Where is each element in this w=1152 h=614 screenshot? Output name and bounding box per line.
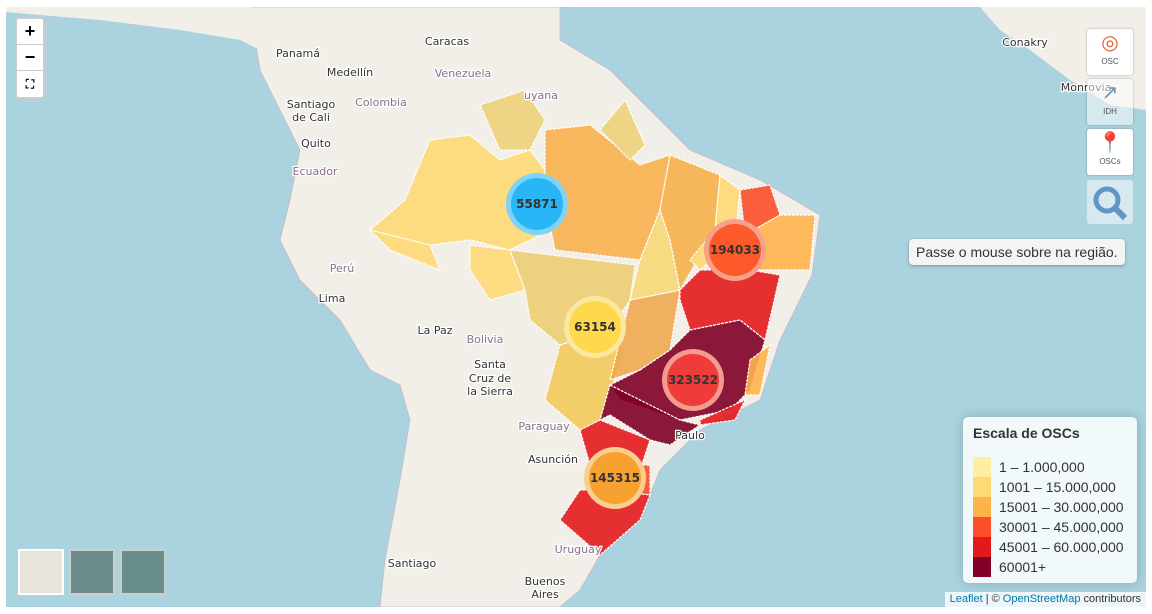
legend-label: 60001+ (999, 559, 1047, 575)
state-region[interactable] (479, 89, 546, 151)
state-region[interactable] (599, 384, 702, 446)
legend-label: 1001 – 15.000,000 (999, 479, 1116, 495)
place-label: Santiago (287, 98, 336, 111)
place-label: Santiago (388, 557, 437, 570)
zoom-control: + − ⛶ (15, 17, 45, 99)
layer-button[interactable]: ◎ OSC (1087, 29, 1133, 75)
place-label: Bolivia (467, 333, 504, 346)
legend-swatch (973, 517, 991, 537)
cluster-marker[interactable] (589, 452, 641, 504)
legend-title: Escala de OSCs (973, 425, 1080, 441)
place-label: Santa (474, 358, 506, 371)
place-label: Perú (330, 262, 355, 275)
legend-item: 1001 – 15.000,000 (973, 477, 1137, 497)
cluster-count: 323522 (668, 373, 718, 387)
place-label: Ecuador (293, 165, 338, 178)
place-label: Lima (319, 292, 346, 305)
layer-icon: 📍 (1097, 132, 1123, 154)
cluster-marker[interactable] (667, 354, 719, 406)
legend-swatch (973, 557, 991, 577)
search-button[interactable] (1087, 180, 1133, 224)
cluster-marker[interactable] (511, 178, 563, 230)
state-region[interactable] (744, 343, 771, 396)
place-label: de Cali (292, 111, 330, 124)
place-label: Caracas (425, 35, 469, 48)
basemap-terrain[interactable] (120, 549, 166, 595)
layer-button-label: OSCs (1099, 157, 1121, 166)
cluster-count: 63154 (574, 320, 616, 334)
place-label: Uruguay (555, 543, 602, 556)
legend-swatch (973, 457, 991, 477)
copyright: © (991, 593, 1000, 605)
place-label: Paraguay (518, 420, 570, 433)
place-label: Aires (531, 588, 559, 601)
search-icon (1093, 186, 1128, 221)
contributors: contributors (1083, 593, 1141, 605)
cluster-count: 145315 (590, 471, 640, 485)
cluster-marker[interactable] (709, 224, 761, 276)
place-label: Quito (301, 137, 331, 150)
osm-link[interactable]: OpenStreetMap (1002, 593, 1081, 605)
legend-swatch (973, 497, 991, 517)
zoom-in-button[interactable]: + (17, 19, 43, 45)
cluster-count: 55871 (516, 197, 558, 211)
place-label: Medellín (327, 66, 373, 79)
place-label: Panamá (276, 47, 320, 60)
zoom-out-button[interactable]: − (17, 45, 43, 71)
state-region[interactable] (368, 134, 551, 251)
layer-button[interactable]: 📍 OSCs (1087, 129, 1133, 175)
legend-label: 30001 – 45.000,000 (999, 519, 1124, 535)
place-label: la Sierra (467, 385, 513, 398)
layer-buttons: ◎ OSC ↗ IDH 📍 OSCs (1087, 29, 1135, 179)
legend-label: 15001 – 30.000,000 (999, 499, 1124, 515)
place-label: Asunción (528, 453, 578, 466)
place-label: Paulo (675, 429, 705, 442)
attribution: Leaflet | © OpenStreetMap contributors (944, 592, 1146, 607)
basemap-street[interactable] (18, 549, 64, 595)
cluster-count: 194033 (710, 243, 760, 257)
legend-item: 15001 – 30.000,000 (973, 497, 1137, 517)
legend-item: 45001 – 60.000,000 (973, 537, 1137, 557)
legend-label: 1 – 1.000,000 (999, 459, 1085, 475)
place-label: Cruz de (469, 372, 511, 385)
layer-icon: ◎ (1101, 32, 1119, 54)
map[interactable]: Caracas Panamá Medellín Venezuela uyana Colom… (6, 7, 1146, 607)
place-label: Conakry (1002, 36, 1048, 49)
layer-button-label: IDH (1103, 107, 1117, 116)
legend-item: 60001+ (973, 557, 1137, 577)
legend-label: 45001 – 60.000,000 (999, 539, 1124, 555)
separator: | (985, 593, 989, 605)
central-america-land (6, 7, 300, 55)
map-canvas: Caracas Panamá Medellín Venezuela uyana Colom… (6, 7, 1146, 607)
legend-item: 1 – 1.000,000 (973, 457, 1137, 477)
leaflet-link[interactable]: Leaflet (949, 593, 983, 605)
layer-button-label: OSC (1101, 57, 1119, 66)
place-label: Venezuela (435, 67, 492, 80)
state-region[interactable] (599, 98, 646, 161)
place-label: La Paz (417, 324, 452, 337)
legend-swatch (973, 477, 991, 497)
cluster-marker[interactable] (569, 301, 621, 353)
state-region[interactable] (368, 228, 442, 272)
state-region[interactable] (469, 244, 526, 301)
legend-item: 30001 – 45.000,000 (973, 517, 1137, 537)
basemap-satellite[interactable] (69, 549, 115, 595)
tooltip: Passe o mouse sobre na região. (909, 239, 1125, 265)
place-label: Colombia (355, 96, 407, 109)
layer-icon: ↗ (1101, 82, 1119, 104)
legend-swatch (973, 537, 991, 557)
place-label: Buenos (525, 575, 566, 588)
fullscreen-button[interactable]: ⛶ (25, 77, 35, 91)
legend: Escala de OSCs 1 – 1.000,000 1001 – 15.00… (963, 417, 1137, 583)
place-label: uyana (524, 89, 558, 102)
layer-button[interactable]: ↗ IDH (1087, 79, 1133, 125)
state-region[interactable] (699, 398, 747, 426)
